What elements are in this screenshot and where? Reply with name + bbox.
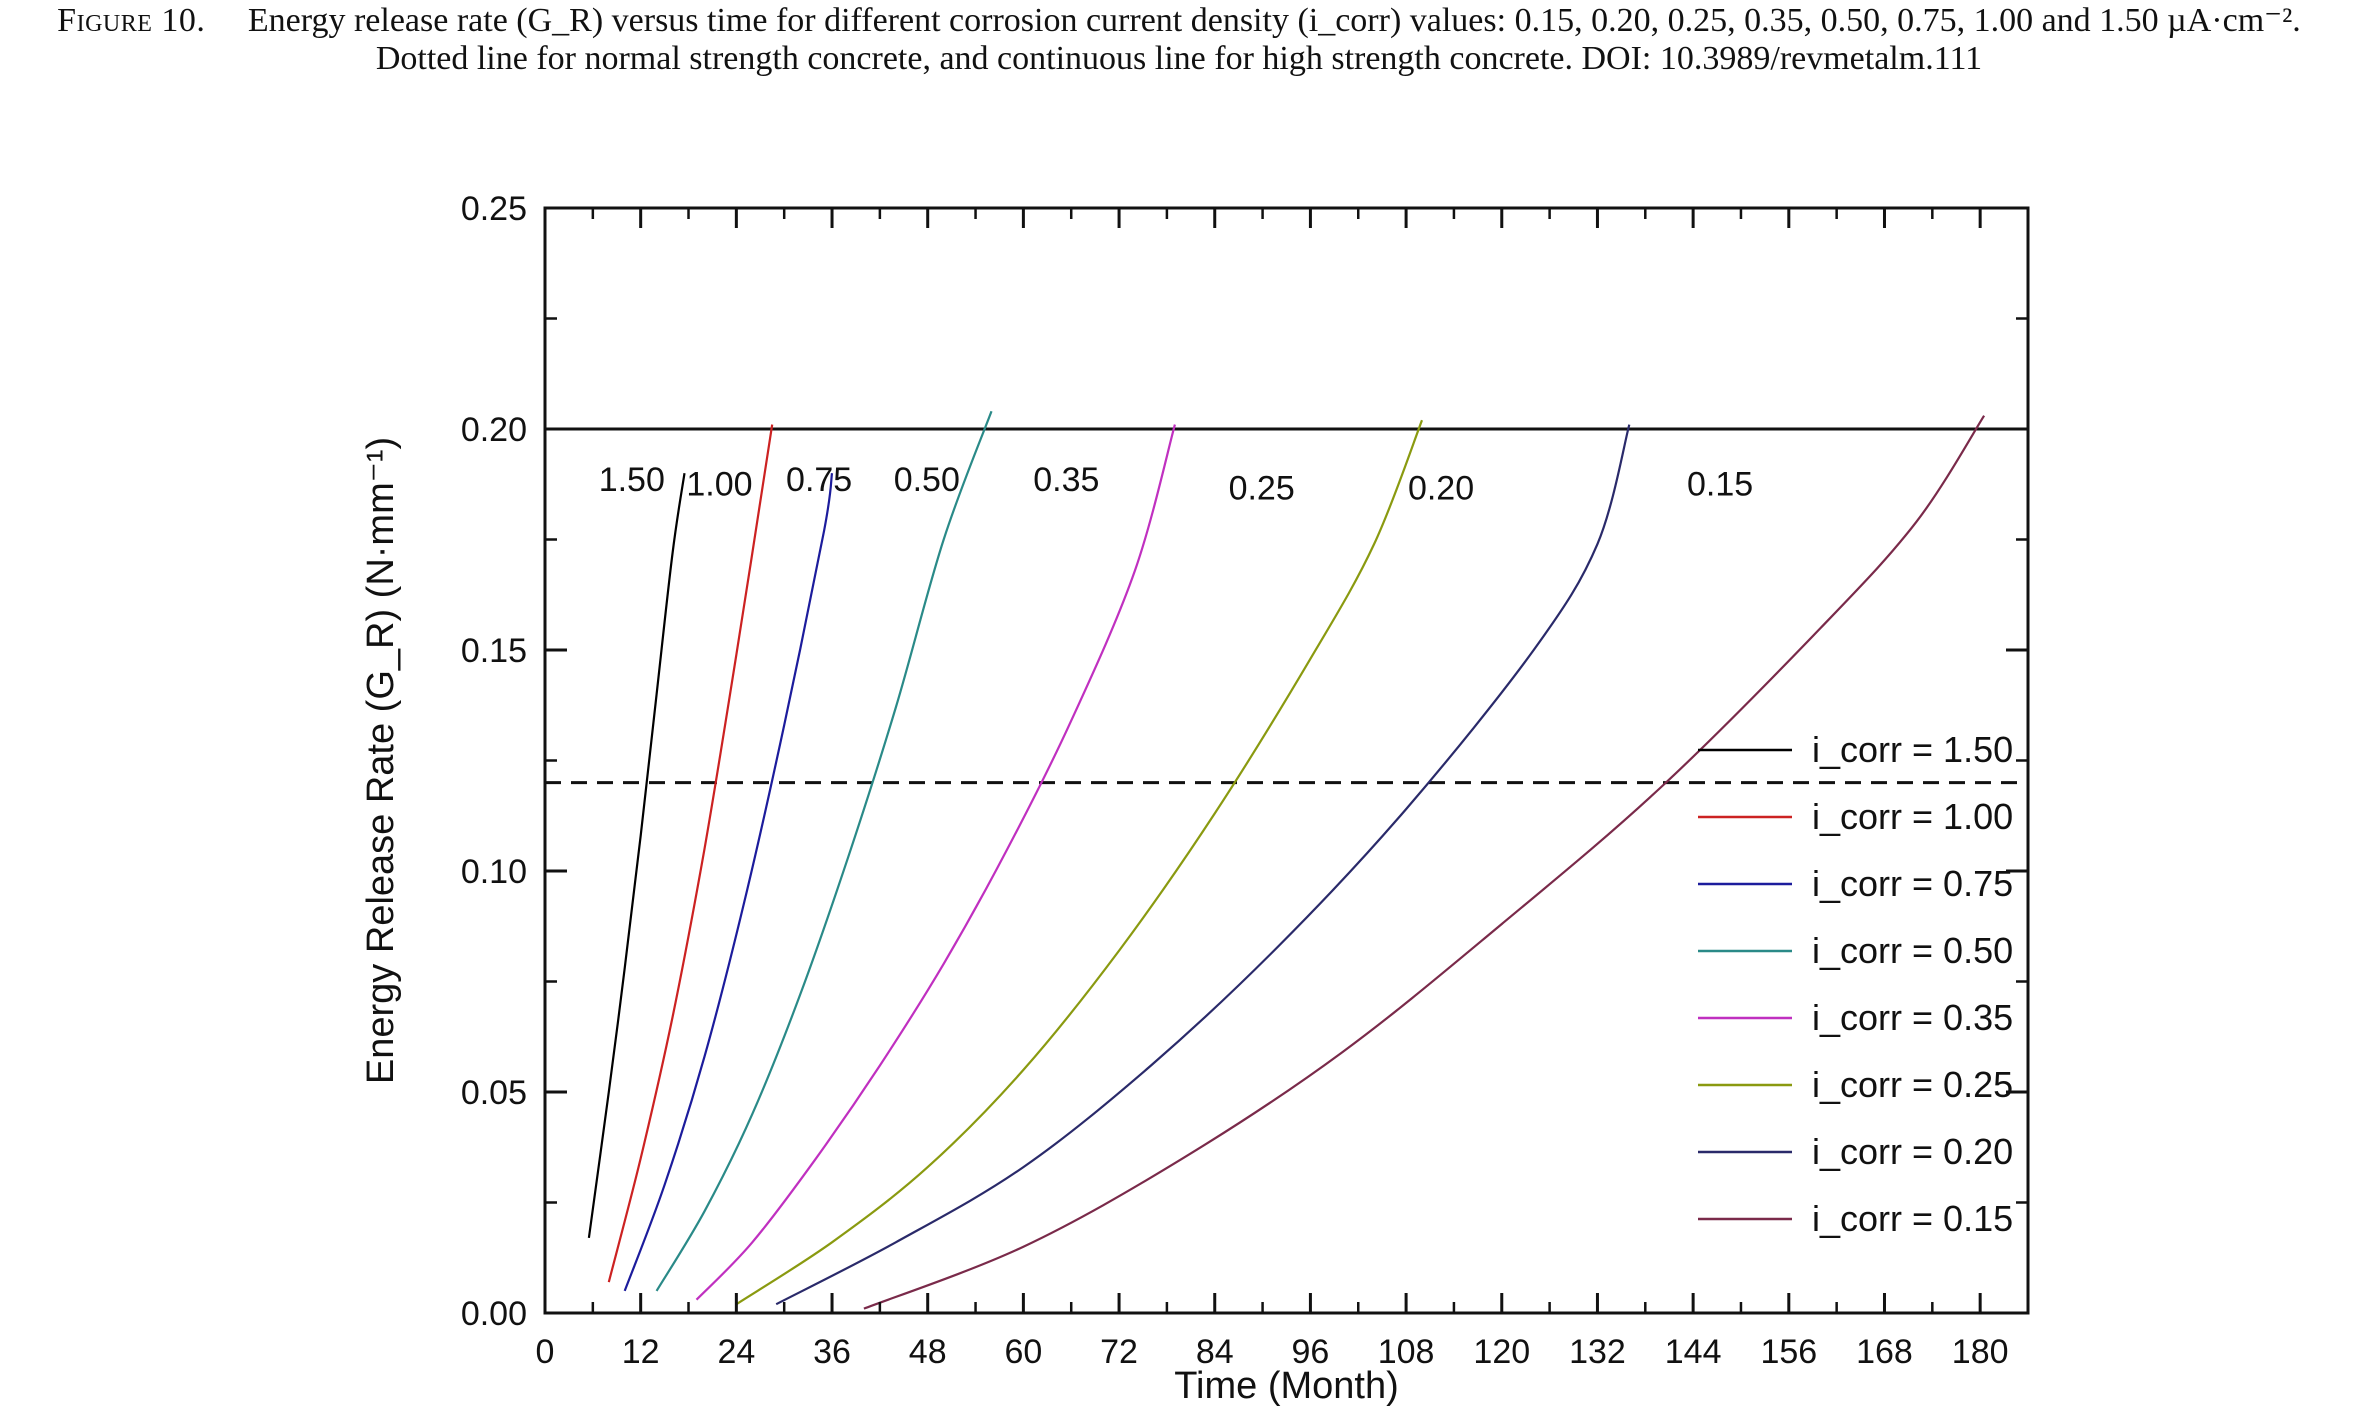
y-tick-label: 0.00: [461, 1295, 527, 1333]
curve-icorr-1-00: [607, 424, 774, 1283]
figure-caption: Figure 10. Energy release rate (G_R) ver…: [0, 0, 2358, 78]
curves: [587, 410, 1986, 1310]
curve-labels: 1.50 1.00 0.75 0.50 0.35 0.25 0.20 0.15: [599, 461, 1754, 508]
y-tick-label: 0.05: [461, 1074, 527, 1112]
curve-icorr-0-25: [735, 419, 1424, 1306]
y-tick-label: 0.10: [461, 853, 527, 891]
legend-entry-label: i_corr = 0.35: [1812, 997, 2013, 1038]
axis-ticks: 0 12 24 36 48 60 72 84 96 108 120 132 144 156 168 180 0.…: [461, 190, 2028, 1371]
legend-entry-label: i_corr = 0.50: [1812, 930, 2013, 971]
y-tick-label: 0.20: [461, 411, 527, 449]
curve-label-0-25: 0.25: [1229, 470, 1295, 508]
curve-icorr-0-50: [655, 410, 993, 1292]
x-tick-label: 24: [717, 1333, 755, 1371]
curve-label-1-50: 1.50: [599, 461, 665, 499]
x-tick-label: 72: [1100, 1333, 1138, 1371]
x-tick-label: 132: [1569, 1333, 1626, 1371]
legend-entry-label: i_corr = 0.15: [1812, 1198, 2013, 1239]
x-tick-label: 48: [909, 1333, 947, 1371]
y-axis-title: Energy Release Rate (G_R) (N·mm⁻¹): [360, 437, 402, 1084]
legend-entry-label: i_corr = 0.20: [1812, 1131, 2013, 1172]
curve-label-0-20: 0.20: [1408, 470, 1474, 508]
x-tick-label: 84: [1196, 1333, 1234, 1371]
legend-entry-label: i_corr = 0.25: [1812, 1064, 2013, 1105]
legend-entry-label: i_corr = 0.75: [1812, 863, 2013, 904]
legend-entry-label: i_corr = 1.50: [1812, 729, 2013, 770]
curve-icorr-0-15: [863, 415, 1986, 1310]
legend: i_corr = 1.50 i_corr = 1.00 i_corr = 0.75 i…: [1698, 729, 2013, 1239]
curve-icorr-0-75: [623, 473, 834, 1292]
x-axis-title: Time (Month): [1174, 1365, 1399, 1407]
caption-text: Energy release rate (G_R) versus time fo…: [247, 2, 2301, 77]
legend-entry-label: i_corr = 1.00: [1812, 796, 2013, 837]
x-tick-label: 0: [536, 1333, 555, 1371]
curve-label-0-35: 0.35: [1033, 461, 1099, 499]
curve-label-0-75: 0.75: [786, 461, 852, 499]
y-tick-label: 0.15: [461, 632, 527, 670]
curve-icorr-0-35: [695, 424, 1176, 1301]
x-tick-label: 168: [1856, 1333, 1913, 1371]
x-tick-label: 120: [1473, 1333, 1530, 1371]
curve-icorr-1-50: [587, 473, 686, 1239]
x-tick-label: 96: [1292, 1333, 1330, 1371]
plot-frame: [543, 206, 2030, 1315]
x-tick-label: 144: [1665, 1333, 1722, 1371]
curve-icorr-0-20: [775, 424, 1631, 1306]
reference-lines: [545, 427, 2028, 785]
figure-label: Figure 10.: [57, 2, 206, 39]
x-tick-label: 108: [1378, 1333, 1435, 1371]
curve-label-0-50: 0.50: [894, 461, 960, 499]
x-tick-label: 12: [622, 1333, 660, 1371]
x-tick-label: 180: [1952, 1333, 2009, 1371]
x-tick-label: 60: [1004, 1333, 1042, 1371]
curve-label-1-00: 1.00: [686, 465, 752, 503]
curve-label-0-15: 0.15: [1687, 465, 1753, 503]
y-tick-label: 0.25: [461, 190, 527, 228]
x-tick-label: 156: [1760, 1333, 1817, 1371]
x-tick-label: 36: [813, 1333, 851, 1371]
